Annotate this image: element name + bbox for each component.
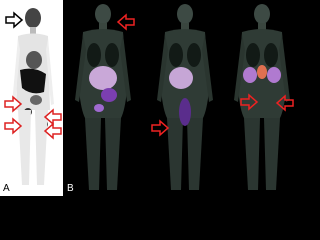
arrow — [240, 93, 259, 111]
arrow — [4, 117, 23, 135]
panel-label: A — [3, 183, 10, 194]
page: {"panels": [{"label": "A"}, {"label": "B… — [0, 0, 294, 196]
mip-body — [12, 8, 54, 185]
ct-body — [75, 4, 131, 190]
arrow — [5, 11, 24, 29]
figure: A B — [0, 0, 294, 196]
arrow — [151, 119, 170, 137]
arrow — [275, 94, 294, 112]
arrow — [116, 13, 135, 31]
arrow — [43, 108, 62, 126]
arrow — [4, 95, 23, 113]
ct-body — [234, 4, 290, 190]
arrow — [43, 122, 62, 140]
panel-label: B — [67, 183, 74, 194]
ct-body — [157, 4, 213, 190]
